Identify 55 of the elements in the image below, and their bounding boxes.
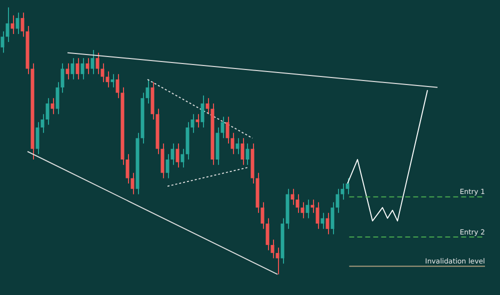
candlestick: [220, 116, 224, 139]
candlestick: [270, 239, 274, 259]
candlestick: [266, 218, 270, 251]
candlestick: [70, 58, 74, 80]
candlestick: [146, 78, 150, 104]
candlestick: [230, 132, 234, 155]
candlestick: [20, 12, 24, 38]
candlestick: [336, 188, 340, 214]
candlestick: [130, 172, 134, 195]
candlestick: [180, 148, 184, 168]
candlestick: [276, 247, 280, 275]
candlestick: [306, 199, 310, 219]
candlestick: [330, 202, 334, 235]
candlestick: [300, 202, 304, 219]
candlestick: [76, 58, 80, 80]
candlestick: [96, 52, 100, 75]
candlestick: [106, 70, 110, 88]
candlestick: [110, 74, 114, 88]
candlestick: [200, 94, 204, 128]
candlestick: [170, 143, 174, 166]
candlestick: [340, 183, 344, 200]
candlestick: [310, 199, 314, 214]
candlestick: [236, 138, 240, 155]
candlestick: [40, 114, 44, 134]
candlestick: [0, 30, 4, 54]
candlestick: [126, 154, 130, 184]
candlestick: [190, 114, 194, 134]
candlestick: [116, 74, 120, 99]
candlestick: [50, 98, 54, 115]
candlestick: [36, 122, 40, 155]
candlestick: [166, 154, 170, 179]
candlestick: [320, 212, 324, 230]
candlestick: [260, 202, 264, 230]
candlestick: [226, 116, 230, 144]
candlestick: [66, 62, 70, 80]
candlestick: [346, 178, 350, 195]
candlestick: [6, 6, 10, 43]
candlestick: [56, 82, 60, 115]
candlestick: [60, 62, 64, 94]
candlestick: [206, 98, 210, 115]
candlestick: [100, 62, 104, 83]
candlestick: [80, 58, 84, 80]
candlestick: [240, 138, 244, 166]
candlestick: [176, 143, 180, 168]
candlestick: [326, 212, 330, 235]
candlestick: [316, 202, 320, 230]
candlestick: [296, 194, 300, 214]
candlestick: [246, 143, 250, 166]
candlestick: [290, 188, 294, 206]
candlestick: [196, 114, 200, 128]
candlestick: [46, 98, 50, 126]
candlestick: [86, 58, 90, 75]
candlestick: [16, 12, 20, 35]
candlestick: [10, 14, 14, 35]
candlestick: [90, 50, 94, 75]
